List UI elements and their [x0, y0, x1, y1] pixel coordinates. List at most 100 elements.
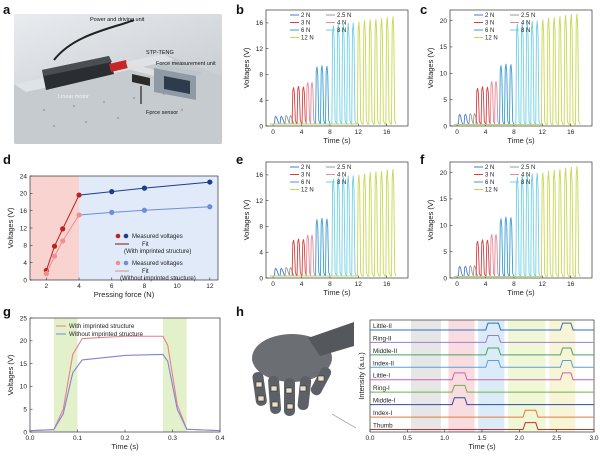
- y-axis-title: Voltages (V): [6, 207, 15, 248]
- x-tick-label: 0.3: [168, 435, 177, 442]
- x-tick-label: 0: [455, 129, 459, 136]
- y-tick-label: 20: [20, 191, 28, 198]
- legend-item-2N: 2 N: [301, 13, 310, 19]
- shade-band-3: [508, 320, 546, 432]
- y-tick-label: 16: [256, 20, 264, 27]
- legend-item-4N: 4 N: [521, 21, 530, 27]
- shade-band-1: [79, 176, 218, 280]
- x-tick-label: 2.5: [552, 435, 561, 442]
- x-tick-label: 2.0: [515, 435, 524, 442]
- data-point: [141, 185, 148, 191]
- trace-label-index-i: Index-I: [373, 410, 393, 417]
- x-axis-title: Time (s): [111, 442, 139, 451]
- legend-dot: [123, 260, 129, 266]
- legend-fit-with: Fit: [142, 242, 149, 248]
- y-tick-label: 0: [443, 123, 447, 130]
- legend-item-4N: 4 N: [337, 173, 346, 179]
- x-tick-label: 16: [383, 281, 391, 288]
- panel-label-d: d: [3, 152, 11, 167]
- y-tick-label: 20: [440, 170, 448, 177]
- data-point: [60, 238, 66, 244]
- legend-dot: [115, 233, 121, 239]
- legend-item-25N: 2.5 N: [521, 165, 535, 171]
- legend-fit-without: Fit: [142, 269, 149, 275]
- x-tick-label: 8: [328, 129, 332, 136]
- legend-item-25N: 2.5 N: [521, 13, 535, 19]
- y-tick-label: 10: [20, 384, 28, 391]
- x-tick-label: 3.0: [589, 435, 598, 442]
- x-tick-label: 4: [484, 129, 488, 136]
- trace-ring-ii: [370, 335, 594, 343]
- x-tick-label: 12: [206, 283, 214, 290]
- x-axis-title: Time (s): [323, 288, 351, 297]
- y-tick-label: 20: [20, 338, 28, 345]
- panel-label-h: h: [236, 304, 244, 319]
- trace-label-little-i: Little-I: [373, 373, 390, 380]
- fit-line-low-0: [45, 194, 80, 271]
- x-tick-label: 8: [143, 283, 147, 290]
- shade-band-2: [478, 320, 505, 432]
- legend-item-8N: 8 N: [521, 28, 530, 34]
- x-tick-label: 0.5: [403, 435, 412, 442]
- y-tick-label: 12: [256, 198, 264, 205]
- x-tick-label: 12: [539, 281, 547, 288]
- x-axis-title: Pressing force (N): [94, 290, 155, 299]
- shade-band-0: [53, 318, 78, 432]
- trace-ring-i: [370, 384, 594, 393]
- y-tick-label: 0: [23, 277, 27, 284]
- shade-band-4: [549, 320, 576, 432]
- plot-frame: [449, 9, 593, 127]
- trace-label-ring-i: Ring-I: [373, 385, 390, 392]
- shade-band-1: [163, 318, 187, 432]
- legend-item-3N: 3 N: [485, 173, 494, 179]
- data-point: [207, 179, 213, 185]
- power-caption: Power and driving unit: [90, 17, 145, 23]
- legend-measured-without: Measured voltages: [132, 261, 183, 267]
- data-point: [60, 226, 66, 232]
- trace-label-thumb: Thumb: [373, 423, 393, 430]
- trace-label-ring-ii: Ring-II: [373, 335, 392, 342]
- series-3N-line: [270, 85, 308, 125]
- data-point: [141, 207, 148, 213]
- plot-frame: [265, 161, 409, 279]
- x-tick-label: 1.5: [477, 435, 486, 442]
- x-tick-label: 4: [300, 129, 304, 136]
- robot-hand-illustration: [252, 322, 356, 429]
- panel-label-c: c: [420, 2, 428, 17]
- series-2N-line: [270, 115, 286, 125]
- y-tick-label: 10: [440, 223, 448, 230]
- y-tick-label: 24: [20, 173, 28, 180]
- trace-little-i: [370, 372, 594, 381]
- y-tick-label: 15: [440, 44, 448, 51]
- y-tick-label: 16: [20, 208, 28, 215]
- data-point: [109, 209, 115, 215]
- chart-e: 0 4 8 12 16 0 4 8 12 16 Time (s) Voltages (V) 2 N 2.5…: [242, 161, 409, 297]
- x-axis-title: Time (s): [507, 288, 535, 297]
- series-2N-line: [270, 267, 286, 277]
- y-tick-label: 5: [443, 249, 447, 256]
- legend-item-3N: 3 N: [485, 21, 494, 27]
- y-tick-label: 0: [23, 429, 27, 436]
- trace-thumb: [370, 422, 594, 431]
- legend-item-3N: 3 N: [301, 173, 310, 179]
- legend-item-12N: 12 N: [485, 188, 498, 194]
- legend-without-structure: (Without imprinted structure): [120, 276, 196, 282]
- y-axis-title: Voltages (V): [242, 47, 251, 88]
- x-tick-label: 0.4: [215, 435, 224, 442]
- plot-frame: [265, 9, 409, 127]
- panel-label-g: g: [3, 304, 11, 319]
- x-tick-label: 8: [512, 129, 516, 136]
- y-tick-label: 8: [259, 72, 263, 79]
- x-tick-label: 4: [300, 281, 304, 288]
- trace-label-middle-ii: Middle-II: [373, 348, 397, 355]
- y-tick-label: 0: [443, 275, 447, 282]
- x-tick-label: 6: [110, 283, 114, 290]
- y-tick-label: 5: [443, 97, 447, 104]
- legend-item-8N: 8 N: [521, 180, 530, 186]
- y-axis-title: Voltages (V): [242, 199, 251, 240]
- x-tick-label: 10: [174, 283, 182, 290]
- y-axis-title: Voltages (V): [426, 199, 435, 240]
- x-tick-label: 8: [512, 281, 516, 288]
- y-tick-label: 25: [20, 315, 28, 322]
